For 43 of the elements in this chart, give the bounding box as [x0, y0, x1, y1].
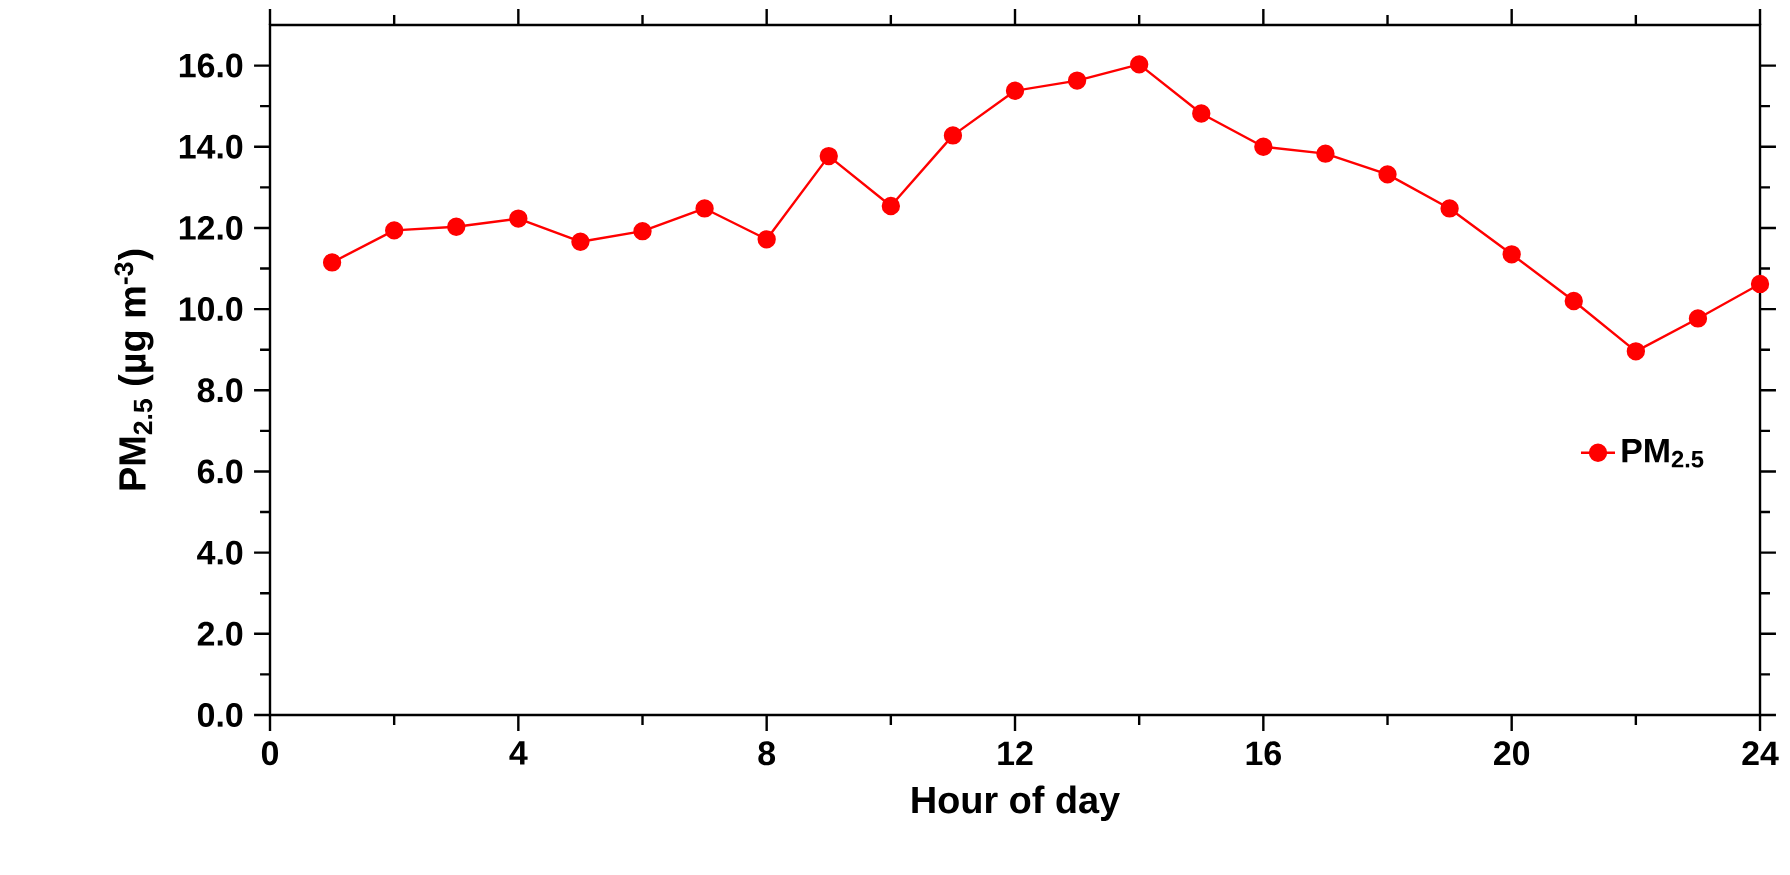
point: [943, 126, 963, 145]
x-tick-label: 4: [509, 741, 528, 765]
point: [1254, 137, 1273, 156]
point: [571, 232, 590, 251]
point: [757, 230, 776, 249]
point: [1378, 165, 1397, 184]
point: [385, 221, 404, 240]
point: [1067, 71, 1087, 90]
point: [509, 209, 528, 228]
x-axis-title: Hour of day: [912, 785, 1120, 821]
y-tick-label: 6.0: [197, 459, 243, 484]
point: [1005, 81, 1025, 100]
point: [1440, 199, 1459, 218]
y-tick-label: 14.0: [179, 134, 243, 159]
point: [1750, 274, 1770, 294]
legend-label: PM$_{2.5}$: [1622, 438, 1704, 468]
point: [447, 217, 466, 236]
x-tick-label: 20: [1494, 741, 1530, 766]
point: [322, 253, 342, 272]
x-tick-label: 12: [998, 741, 1033, 765]
point: [633, 222, 652, 241]
y-tick-label: 12.0: [179, 215, 243, 240]
point: [1564, 291, 1583, 311]
point: [1502, 245, 1521, 264]
point: [819, 146, 838, 166]
point: [1316, 144, 1335, 163]
y-tick-label: 2.0: [197, 621, 243, 646]
point: [1192, 104, 1211, 123]
x-tick-label: 24: [1742, 741, 1779, 765]
y-tick-label: 0.0: [197, 703, 243, 727]
y-axis-title: PM$_{2.5}$ (µg m$^{-3}$): [114, 249, 154, 490]
x-tick-label: 16: [1246, 741, 1281, 766]
x-tick-label: 0: [261, 741, 279, 766]
y-tick-label: 4.0: [197, 540, 243, 565]
y-tick-label: 8.0: [197, 378, 243, 403]
point: [1626, 342, 1646, 361]
point: [695, 199, 714, 218]
point: [1688, 309, 1708, 328]
x-tick-label: 8: [758, 741, 776, 766]
point: [881, 196, 901, 216]
y-tick-label: 10.0: [179, 297, 243, 322]
y-tick-label: 16.0: [179, 53, 243, 78]
point: [1130, 55, 1149, 74]
